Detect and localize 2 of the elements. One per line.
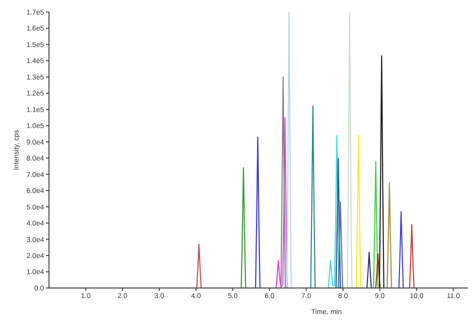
line-series [328,134,340,288]
line-series [276,116,288,288]
